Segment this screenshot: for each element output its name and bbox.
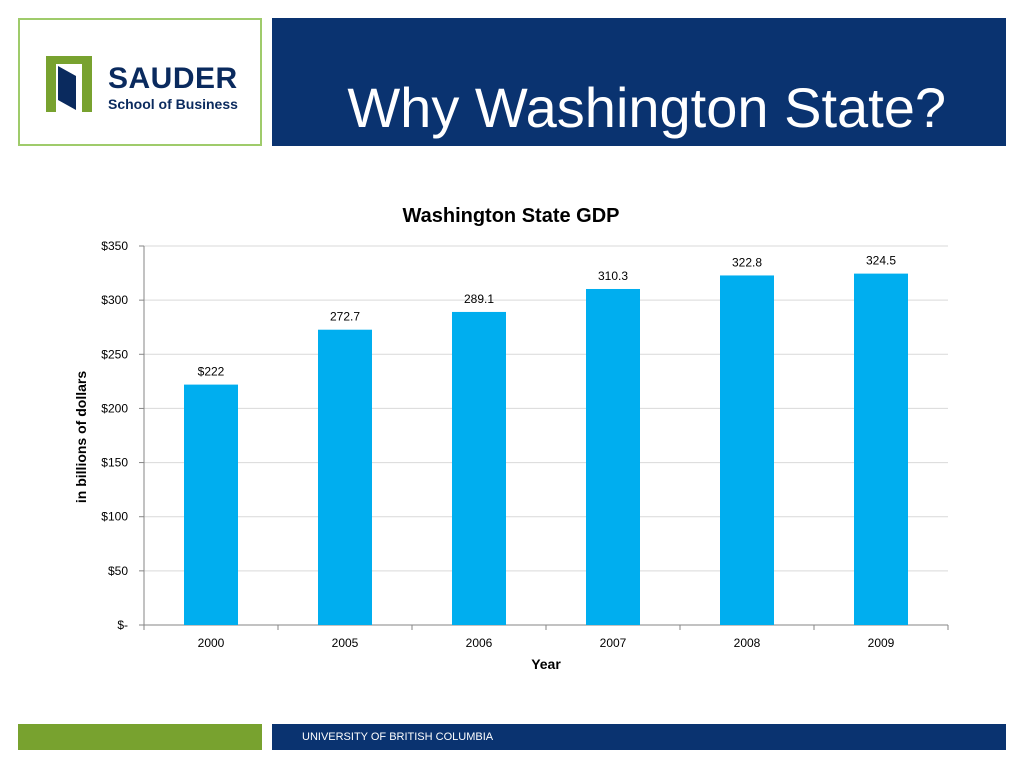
footer-accent [18,724,262,750]
logo-name: SAUDER [108,62,238,95]
footer-bar: UNIVERSITY OF BRITISH COLUMBIA [272,724,1006,750]
data-label: 272.7 [330,310,360,324]
data-label: 310.3 [598,269,628,283]
data-label: $222 [198,365,225,379]
x-tick-label: 2005 [332,636,359,650]
y-tick-label: $250 [101,347,128,361]
y-tick-label: $- [117,618,128,632]
x-tick-label: 2006 [466,636,493,650]
data-label: 322.8 [732,255,762,269]
bar-2000 [184,384,238,625]
chart-title: Washington State GDP [402,205,619,227]
data-label: 324.5 [866,254,896,268]
y-axis-title: in billions of dollars [73,371,89,503]
x-tick-label: 2007 [600,636,627,650]
bar-2009 [854,273,908,625]
bar-2008 [720,275,774,625]
sauder-logo-icon [46,56,92,112]
y-tick-label: $150 [101,456,128,470]
x-tick-label: 2000 [198,636,225,650]
title-bar: Why Washington State? [272,18,1006,146]
x-tick-label: 2008 [734,636,761,650]
x-tick-label: 2009 [868,636,895,650]
data-label: 289.1 [464,292,494,306]
sauder-logo: SAUDER School of Business [18,18,262,146]
y-tick-label: $50 [108,564,128,578]
y-tick-label: $350 [101,239,128,253]
footer-text: UNIVERSITY OF BRITISH COLUMBIA [302,731,494,743]
bar-2005 [318,329,372,625]
y-tick-label: $100 [101,510,128,524]
bar-2006 [452,311,506,625]
bar-2007 [586,288,640,625]
slide-title: Why Washington State? [347,76,946,139]
y-tick-label: $300 [101,293,128,307]
x-axis-title: Year [531,656,561,672]
logo-subtitle: School of Business [108,96,238,112]
y-tick-label: $200 [101,401,128,415]
